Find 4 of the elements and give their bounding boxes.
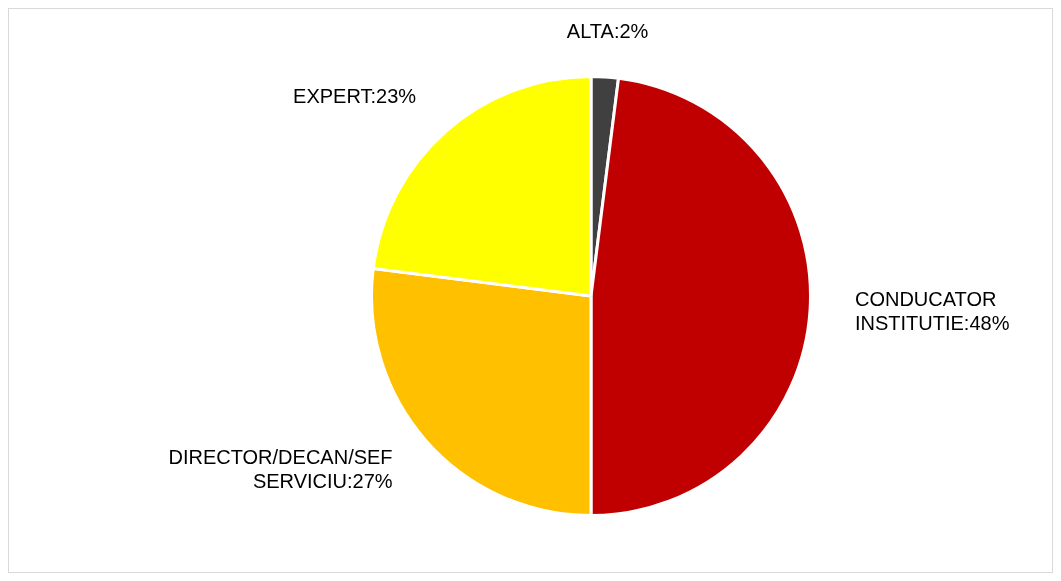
slice-label: CONDUCATOR INSTITUTIE:48% (854, 288, 1010, 335)
slice-label: EXPERT:23% (293, 85, 417, 108)
slice-label: DIRECTOR/DECAN/SEF SERVICIU:27% (168, 446, 393, 493)
slice-label: ALTA:2% (566, 19, 649, 42)
